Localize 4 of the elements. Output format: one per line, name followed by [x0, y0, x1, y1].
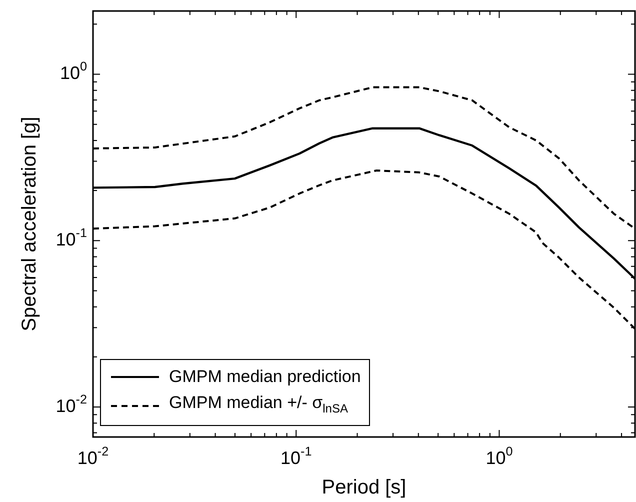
y-axis-title: Spectral acceleration [g] — [18, 116, 41, 332]
legend-label: GMPM median prediction — [169, 366, 361, 388]
x-axis-title: Period [s] — [322, 476, 406, 499]
legend-label: GMPM median +/- σ$_{lnSA}$ — [169, 392, 348, 418]
